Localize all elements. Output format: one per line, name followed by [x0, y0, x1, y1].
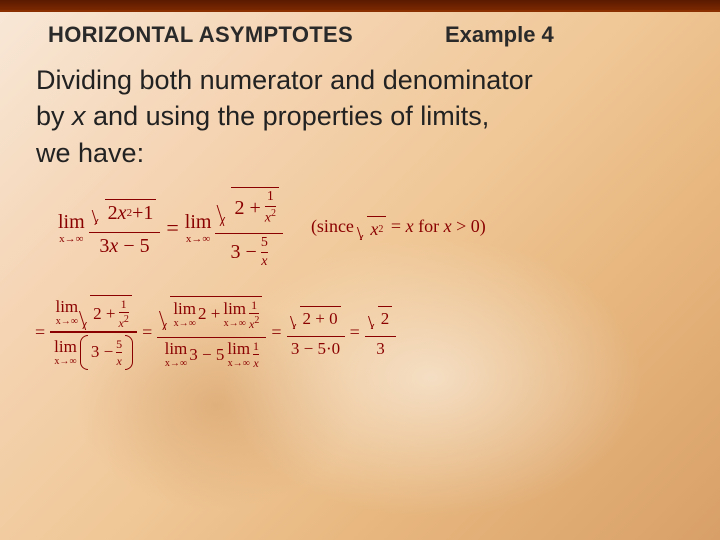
sfrac-den: x: [261, 255, 267, 269]
fraction-step3: 2 + 0 3 − 5·0: [287, 304, 345, 362]
sfrac-num: 1: [121, 298, 127, 310]
lim-subscript: x→∞: [174, 319, 196, 329]
limit-operator: lim x→∞: [227, 340, 250, 369]
body-text: Dividing both numerator and denominator …: [0, 56, 720, 171]
slide-header: HORIZONTAL ASYMPTOTES Example 4: [0, 12, 720, 56]
lim-subscript: x→∞: [224, 319, 246, 329]
limit-operator: lim x→∞: [55, 298, 78, 327]
limit-operator: lim x→∞: [223, 300, 246, 329]
small-fraction: 5 x: [261, 236, 268, 269]
body-line-2a: by: [36, 101, 72, 131]
sqrt-icon: 2 + 1 x2: [81, 295, 132, 329]
sqrt-icon: 2x2+1: [93, 199, 157, 225]
equals-sign: =: [271, 322, 281, 343]
fraction-lhs: 2x2+1 3x − 5: [89, 197, 161, 261]
section-title: HORIZONTAL ASYMPTOTES: [48, 22, 353, 48]
limit-operator: lim x→∞: [58, 212, 85, 245]
lim-word: lim: [58, 212, 85, 232]
lim-subscript: x→∞: [165, 359, 187, 369]
sfrac-den: x2: [249, 316, 259, 330]
since-note: (since x2 = x for x > 0): [311, 216, 486, 240]
body-line-3: we have:: [36, 135, 684, 171]
expr-text: 2 + 0: [300, 306, 341, 329]
limit-operator: lim x→∞: [54, 338, 77, 367]
limit-operator: lim x→∞: [185, 212, 212, 245]
lim-word: lim: [227, 340, 250, 357]
sqrt-icon: 2 + 0: [291, 306, 341, 329]
sfrac-den: x: [117, 355, 122, 367]
expr-text: 3 − 5: [189, 345, 224, 365]
sfrac-den: x2: [265, 209, 276, 226]
expr-text: 3: [372, 337, 389, 361]
sfrac-num: 5: [261, 236, 268, 250]
body-line-2: by x and using the properties of limits,: [36, 98, 684, 134]
body-line-1: Dividing both numerator and denominator: [36, 62, 684, 98]
fraction-step1: lim x→∞ 2 + 1 x2: [50, 293, 137, 372]
expr-text: 3 −: [91, 342, 113, 362]
math-area: lim x→∞ 2x2+1 3x − 5 = lim x→∞: [0, 171, 720, 372]
lim-subscript: x→∞: [186, 234, 210, 245]
small-fraction: 1 x2: [265, 190, 276, 226]
equals-sign: =: [350, 322, 360, 343]
limit-operator: lim x→∞: [165, 340, 188, 369]
limit-operator: lim x→∞: [173, 300, 196, 329]
sfrac-num: 1: [251, 299, 257, 311]
small-fraction: 1 x2: [119, 298, 129, 329]
math-row-1: lim x→∞ 2x2+1 3x − 5 = lim x→∞: [58, 185, 684, 271]
fraction-step2: lim x→∞ 2 + lim x→∞ 1 x2: [157, 294, 266, 372]
body-line-2b: and using the properties of limits,: [86, 101, 490, 131]
expr-text: 2 +: [93, 304, 115, 324]
small-fraction: 1 x2: [249, 299, 259, 330]
lim-subscript: x→∞: [54, 357, 76, 367]
lim-subscript: x→∞: [59, 234, 83, 245]
sfrac-num: 1: [267, 190, 274, 204]
body-variable-x: x: [72, 101, 86, 131]
small-fraction: 1 x: [253, 340, 259, 369]
math-row-2: = lim x→∞ 2 + 1 x2: [30, 293, 684, 372]
example-label: Example 4: [445, 22, 554, 48]
small-fraction: 5 x: [116, 338, 122, 367]
lim-word: lim: [223, 300, 246, 317]
sfrac-num: 1: [253, 340, 259, 352]
paren-group: 3 − 5 x: [80, 335, 133, 370]
lim-word: lim: [54, 338, 77, 355]
fraction-rhs: 2 + 1 x2 3 − 5 x: [215, 185, 283, 271]
lim-word: lim: [185, 212, 212, 232]
sfrac-den: x: [253, 357, 258, 369]
lim-subscript: x→∞: [56, 317, 78, 327]
equals-sign: =: [166, 215, 178, 241]
equals-sign: =: [35, 322, 45, 343]
equals-sign: =: [142, 322, 152, 343]
expr-text: 2 +: [198, 304, 220, 324]
lim-word: lim: [165, 340, 188, 357]
fraction-step4: 2 3: [365, 304, 397, 362]
sqrt-icon: lim x→∞ 2 + lim x→∞ 1 x2: [161, 296, 262, 330]
sfrac-num: 5: [116, 338, 122, 350]
expr-text: 2 +: [234, 197, 260, 220]
expr-text: 2: [378, 306, 393, 329]
sqrt-icon: 2: [369, 306, 393, 329]
expr-text: 3 − 5·0: [287, 337, 344, 361]
lim-word: lim: [55, 298, 78, 315]
lim-subscript: x→∞: [228, 359, 250, 369]
lim-word: lim: [173, 300, 196, 317]
top-color-bar: [0, 0, 720, 12]
sqrt-icon: 2 + 1 x2: [219, 187, 279, 226]
expr-text: 3 −: [231, 241, 257, 264]
sfrac-den: x2: [119, 315, 129, 329]
